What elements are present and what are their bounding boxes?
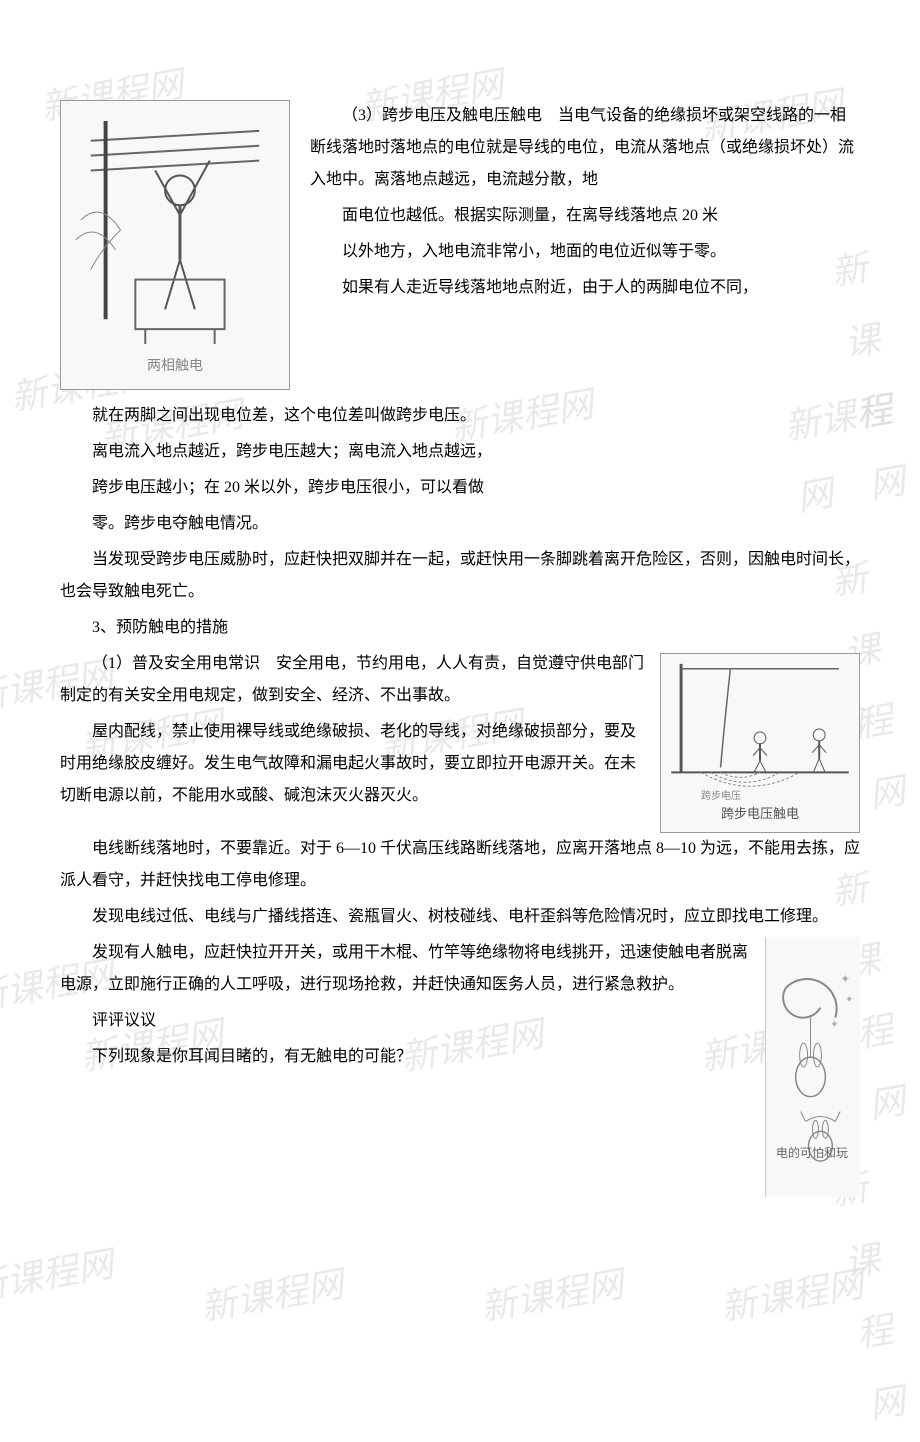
two-phase-illustration bbox=[61, 101, 289, 359]
watermark-text: 新课程网 bbox=[0, 1228, 119, 1324]
paragraph-9: 当发现受跨步电压威胁时，应赶快把双脚并在一起，或赶快用一条脚跳着离开危险区，否则… bbox=[60, 544, 860, 608]
figure-two-phase-shock: 两相触电 bbox=[60, 100, 290, 390]
paragraph-10: 3、预防触电的措施 bbox=[60, 612, 860, 644]
paragraph-5: 就在两脚之间出现电位差，这个电位差叫做跨步电压。 bbox=[60, 400, 860, 432]
paragraph-13: 电线断线落地时，不要靠近。对于 6—10 千伏高压线路断线落地，应离开落地点 8… bbox=[60, 833, 860, 897]
paragraph-7: 跨步电压越小；在 20 米以外，跨步电压很小，可以看做 bbox=[60, 472, 860, 504]
svg-text:✦: ✦ bbox=[840, 972, 850, 986]
watermark-text: 新课程网 bbox=[475, 1248, 629, 1344]
figure2-caption: 跨步电压触电 bbox=[661, 801, 859, 827]
paragraph-14: 发现电线过低、电线与广播线搭连、瓷瓶冒火、树枝碰线、电杆歪斜等危险情况时，应立即… bbox=[60, 901, 860, 933]
figure-rabbit-moon: ✦ ✦ ✦ 电的可怕和玩 bbox=[765, 937, 860, 1197]
paragraph-17: 下列现象是你耳闻目睹的，有无触电的可能？ bbox=[60, 1041, 860, 1073]
svg-text:✦: ✦ bbox=[845, 995, 853, 1006]
watermark-text: 新课程网 bbox=[715, 1248, 869, 1344]
svg-text:✦: ✦ bbox=[830, 1019, 838, 1030]
figure3-caption: 电的可怕和玩 bbox=[776, 1146, 848, 1162]
step-voltage-illustration bbox=[661, 654, 859, 802]
paragraph-16: 评评议议 bbox=[60, 1005, 860, 1037]
paragraph-8: 零。跨步电夺触电情况。 bbox=[60, 508, 860, 540]
figure1-caption: 两相触电 bbox=[61, 353, 289, 381]
paragraph-6: 离电流入地点越近，跨步电压越大；离电流入地点越远， bbox=[60, 436, 860, 468]
figure-step-voltage: 跨步电压 跨步电压触电 bbox=[660, 653, 860, 833]
watermark-text: 新课程网 bbox=[195, 1248, 349, 1344]
document-content: 两相触电 （3）跨步电压及触电压触电 当电气设备的绝缘损坏或架空线路的一相断线落… bbox=[60, 100, 860, 1073]
paragraph-15: 发现有人触电，应赶快拉开开关，或用干木棍、竹竿等绝缘物将电线挑开，迅速使触电者脱… bbox=[60, 937, 860, 1001]
